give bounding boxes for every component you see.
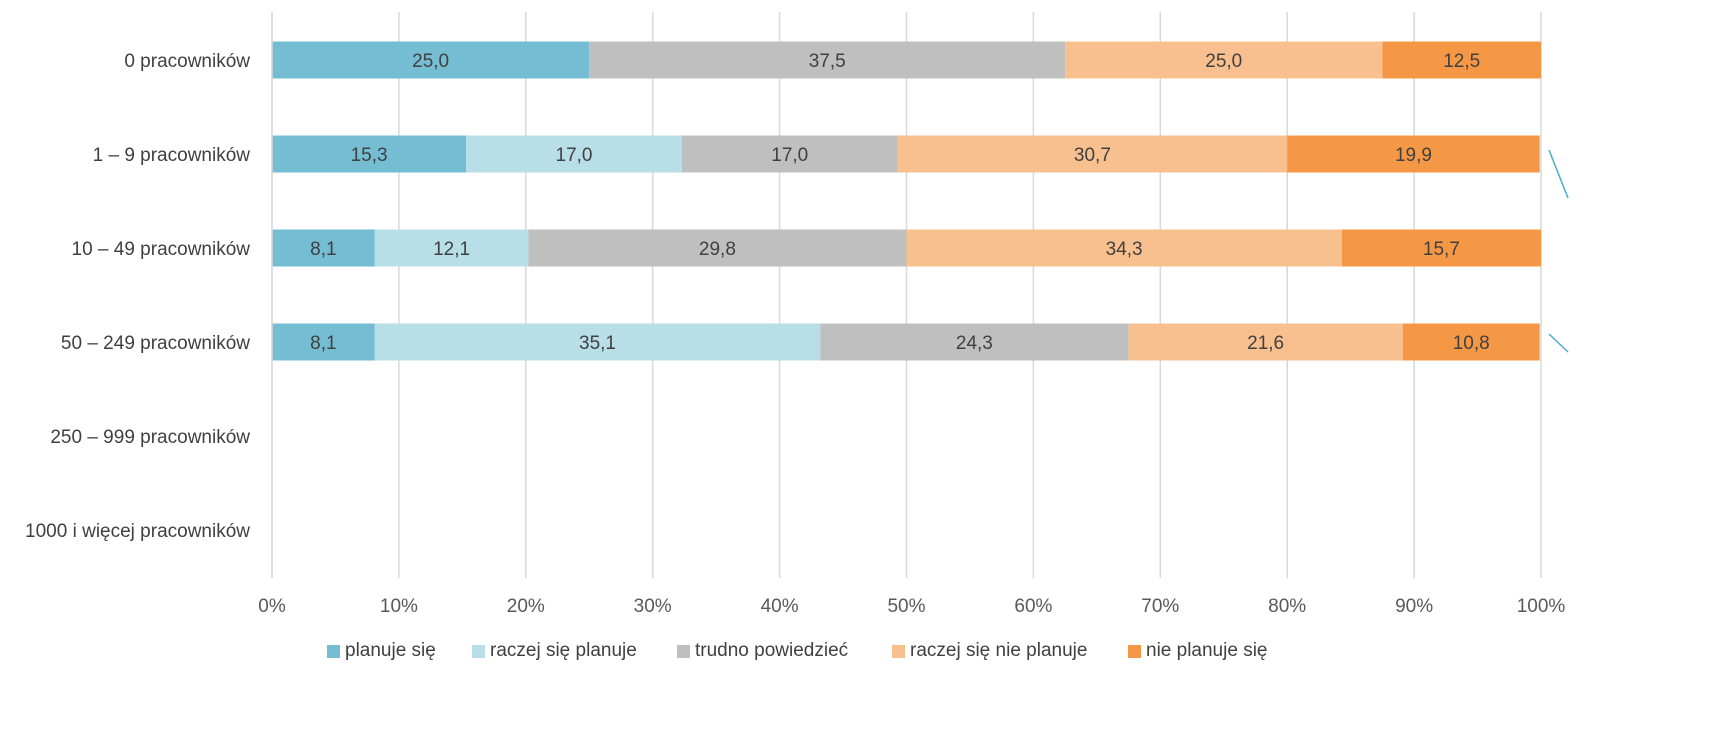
legend-label: trudno powiedzieć [695,640,849,661]
bar-segment [906,229,1342,267]
connector-line [1548,333,1569,353]
data-label: 25,0 [1205,51,1242,72]
data-label: 8,1 [310,239,336,260]
x-tick-label: 40% [761,596,799,617]
bar-segment [1128,323,1403,361]
x-tick-label: 90% [1395,596,1433,617]
category-label: 1000 i więcej pracowników [25,521,250,542]
bar-segment [374,323,821,361]
bar-segment [820,323,1129,361]
legend-swatch [677,644,690,658]
bar-segment [1402,323,1540,361]
data-label: 15,3 [351,145,388,166]
legend-label: planuje się [345,640,436,661]
bar-segment [1382,41,1541,79]
data-label: 37,5 [809,51,846,72]
legend-label: raczej się nie planuje [910,640,1088,661]
category-label: 1 – 9 pracowników [93,145,251,166]
data-label: 17,0 [556,145,593,166]
data-label: 21,6 [1247,333,1284,354]
data-label: 25,0 [412,51,449,72]
legend-label: raczej się planuje [490,640,637,661]
x-tick-label: 30% [634,596,672,617]
x-tick-label: 70% [1141,596,1179,617]
category-label: 10 – 49 pracowników [72,239,251,260]
data-label: 34,3 [1106,239,1143,260]
connector-line [1548,149,1569,199]
bar-segment [272,323,375,361]
data-label: 29,8 [699,239,736,260]
data-label: 12,1 [433,239,470,260]
bar-segment [897,135,1288,173]
bar-segment [272,135,467,173]
x-tick-label: 80% [1268,596,1306,617]
data-label: 30,7 [1074,145,1111,166]
bar-segment [272,229,375,267]
bar-segment [1065,41,1383,79]
chart-legend: planuje się raczej się planuje trudno powi… [0,640,1735,680]
legend-label: nie planuje się [1146,640,1268,661]
legend-item: planuje się [327,640,436,662]
data-label: 17,0 [771,145,808,166]
legend-item: trudno powiedzieć [677,640,848,662]
x-tick-label: 20% [507,596,545,617]
bar-segment [528,229,907,267]
bar-segment [374,229,529,267]
legend-swatch [327,644,340,658]
category-label: 0 pracowników [124,51,250,72]
stacked-bar-chart: 0% 10% 20% 30% 40% 50% 60% 70% 80% 90% 100% 0 praco… [25,12,1569,617]
legend-item: raczej się planuje [472,640,637,662]
category-label: 50 – 249 pracowników [61,333,250,354]
bar-segment [1287,135,1540,173]
category-label: 250 – 999 pracowników [50,427,250,448]
x-tick-label: 60% [1014,596,1052,617]
data-label: 15,7 [1423,239,1460,260]
data-label: 8,1 [310,333,336,354]
legend-swatch [472,644,485,658]
legend-swatch [1128,644,1141,658]
bar-segment [589,41,1066,79]
data-label: 35,1 [579,333,616,354]
data-label: 24,3 [956,333,993,354]
x-tick-label: 10% [380,596,418,617]
x-tick-label: 100% [1517,596,1566,617]
bar-segment [1341,229,1541,267]
x-tick-label: 0% [258,596,286,617]
legend-item: raczej się nie planuje [892,640,1087,662]
bar-segment [681,135,898,173]
data-label: 19,9 [1395,145,1432,166]
legend-item: nie planuje się [1128,640,1267,662]
bar-segment [466,135,682,173]
legend-swatch [892,644,905,658]
bar-segment [272,41,590,79]
data-label: 12,5 [1443,51,1480,72]
data-label: 10,8 [1453,333,1490,354]
x-tick-label: 50% [887,596,925,617]
